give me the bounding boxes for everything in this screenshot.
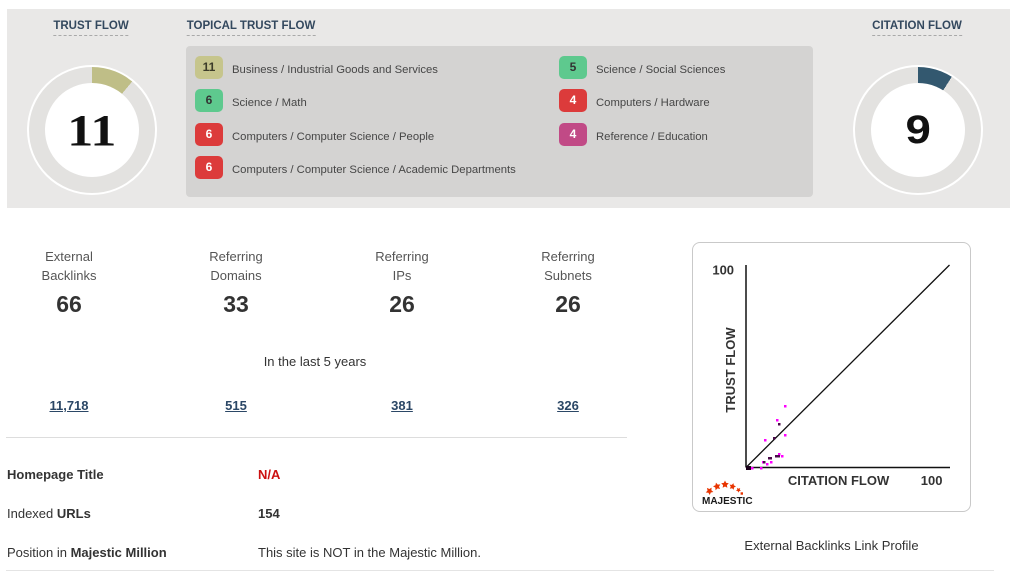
svg-text:100: 100 (712, 263, 734, 278)
svg-text:100: 100 (921, 473, 943, 488)
svg-text:CITATION FLOW: CITATION FLOW (788, 473, 890, 488)
svg-text:TRUST FLOW: TRUST FLOW (723, 327, 738, 413)
